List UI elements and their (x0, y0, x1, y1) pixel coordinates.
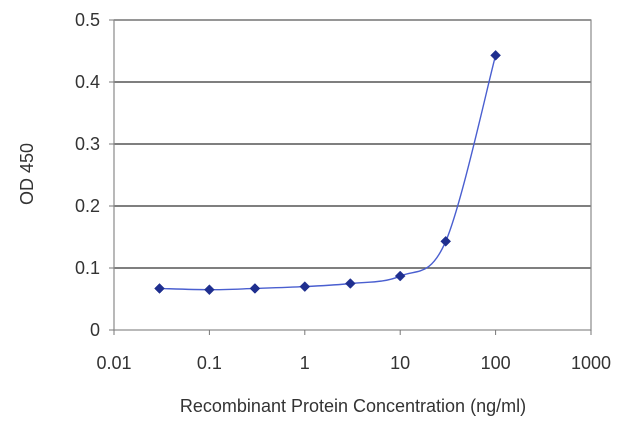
x-tick-label: 100 (481, 353, 511, 373)
y-tick-label: 0.4 (75, 72, 100, 92)
plot-frame (113, 19, 592, 331)
y-axis-ticks: 0 0.1 0.2 0.3 0.4 0.5 (75, 10, 114, 340)
x-tick-label: 0.01 (96, 353, 131, 373)
y-tick-label: 0.1 (75, 258, 100, 278)
x-axis-ticks: 0.01 0.1 1 10 100 1000 (96, 330, 611, 373)
data-point (249, 283, 261, 294)
y-tick-label: 0.2 (75, 196, 100, 216)
y-tick-label: 0.5 (75, 10, 100, 30)
data-point (344, 278, 356, 289)
x-tick-label: 1000 (571, 353, 611, 373)
x-tick-label: 10 (390, 353, 410, 373)
points-layer (154, 49, 501, 296)
data-point (440, 235, 452, 247)
x-tick-label: 1 (300, 353, 310, 373)
y-axis-title: OD 450 (17, 143, 37, 205)
x-tick-label: 0.1 (197, 353, 222, 373)
data-point (490, 49, 501, 61)
y-tick-label: 0.3 (75, 134, 100, 154)
data-point (299, 281, 311, 292)
y-tick-label: 0 (90, 320, 100, 340)
fitted-curve (159, 55, 497, 291)
x-axis-title: Recombinant Protein Concentration (ng/ml… (180, 396, 526, 416)
data-point (154, 283, 165, 294)
curve-layer (159, 55, 497, 291)
grid-lines (114, 19, 591, 269)
data-point (204, 284, 215, 296)
data-point (394, 270, 406, 282)
